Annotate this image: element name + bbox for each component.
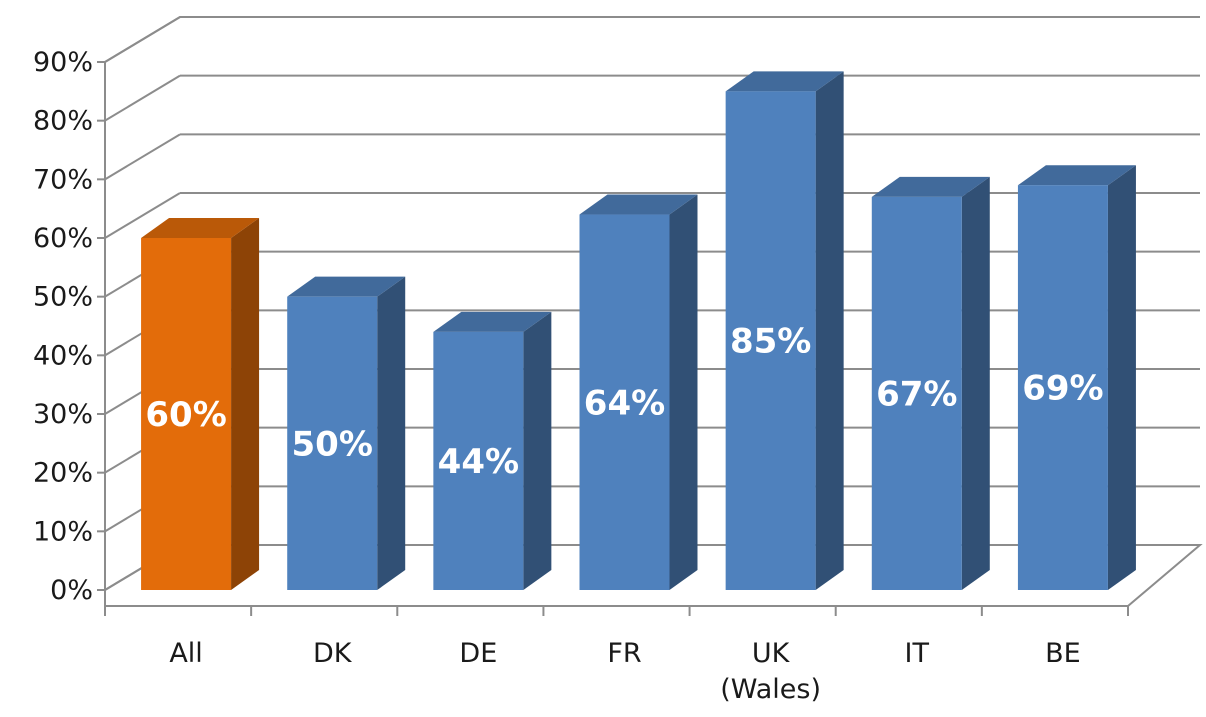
bar-top [287, 276, 406, 297]
y-tick-label: 70% [33, 164, 93, 195]
bar [871, 176, 990, 590]
bar-front [433, 331, 524, 590]
bars [141, 71, 1136, 591]
data-label: 50% [292, 424, 373, 464]
bar-front [1017, 185, 1108, 590]
bar-front [871, 196, 962, 590]
x-tick-label: FR [607, 638, 641, 669]
gridline-side [104, 16, 181, 63]
bar-front [287, 296, 378, 590]
bar-side [523, 311, 552, 590]
x-tick-label: DK [313, 638, 353, 669]
bar-front [725, 91, 816, 590]
y-tick-label: 20% [33, 458, 93, 489]
data-label: 85% [730, 322, 811, 362]
data-label: 67% [876, 374, 957, 414]
bar-side [815, 71, 844, 591]
data-label: 44% [438, 442, 519, 482]
bar-side [231, 218, 260, 590]
back-wall-top-edge [104, 16, 1200, 63]
bar [287, 276, 406, 590]
y-tick-label: 80% [33, 106, 93, 137]
y-tick-label: 50% [33, 282, 93, 313]
y-tick-label: 30% [33, 399, 93, 430]
gridline-side [104, 133, 181, 181]
bar-top [1017, 165, 1136, 186]
y-tick-label: 60% [33, 223, 93, 254]
x-tick-sublabel: (Wales) [720, 674, 821, 705]
gridline-side [104, 192, 181, 239]
x-tick-label: UK [752, 638, 791, 669]
x-axis: All DK DE FR UK (Wales) IT BE [104, 605, 1129, 705]
y-tick-label: 10% [33, 516, 93, 547]
x-tick-label: BE [1045, 638, 1081, 669]
bar-top [433, 311, 552, 332]
bar-top [871, 176, 990, 197]
bar [141, 218, 260, 590]
y-axis: 0% 10% 20% 30% 40% 50% 60% 70% 80% 90% [33, 47, 106, 606]
x-tick-label: IT [905, 638, 930, 669]
bar-side [1107, 165, 1136, 590]
bar [725, 71, 844, 591]
bar [433, 311, 552, 590]
bar [1017, 165, 1136, 590]
bar-front [141, 238, 232, 590]
bar-top [141, 218, 260, 238]
x-tick-label: All [169, 638, 202, 669]
data-label: 64% [584, 383, 665, 423]
y-tick-label: 90% [33, 47, 93, 78]
y-tick-label: 0% [50, 575, 93, 606]
y-tick-label: 40% [33, 340, 93, 371]
data-label: 60% [145, 395, 226, 435]
bar [579, 194, 698, 591]
bar-side [669, 194, 698, 591]
bar-top [725, 71, 844, 92]
bar-top [579, 194, 698, 215]
gridline-side [104, 74, 181, 122]
value-labels: 60% 50% 44% 64% 85% 67% 69% [145, 322, 1103, 482]
bar-side [961, 176, 990, 590]
x-tick-label: DE [459, 638, 497, 669]
bar-front [579, 214, 670, 591]
data-label: 69% [1022, 369, 1103, 409]
bar-side [377, 276, 406, 590]
